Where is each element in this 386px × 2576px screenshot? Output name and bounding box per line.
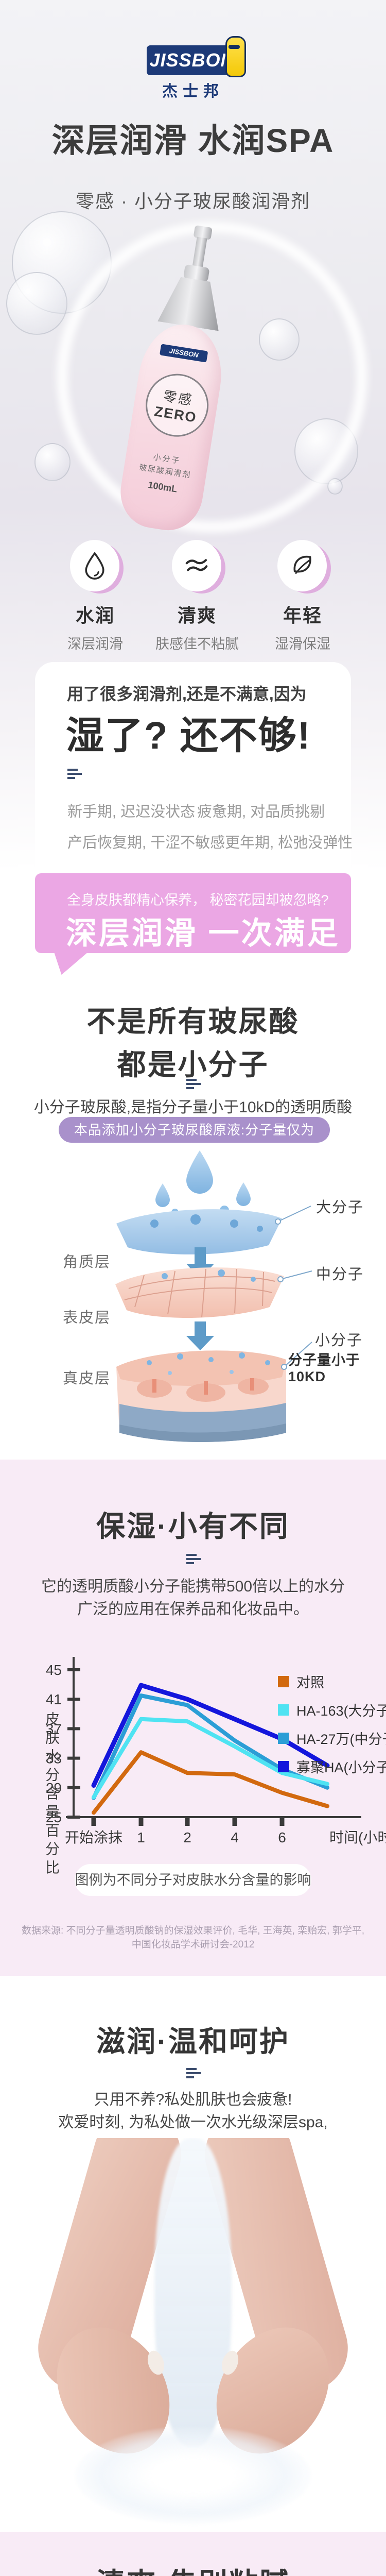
svg-text:4: 4: [231, 1829, 239, 1845]
water-bubble: [327, 478, 343, 495]
svg-text:29: 29: [46, 1780, 62, 1796]
svg-text:6: 6: [278, 1829, 286, 1845]
feature-circle: [70, 540, 119, 591]
legend-item: HA-163(大分子): [278, 1696, 386, 1724]
feature-desc: 深层润滑: [67, 636, 123, 652]
banner-small-text: 全身皮肤都精心保养， 秘密花园却被忽略?: [67, 892, 329, 908]
hero-title: 深层润滑 水润SPA: [51, 122, 335, 159]
triple-bar-icon: [186, 1554, 202, 1566]
hands-water-image: [0, 2138, 386, 2532]
moisture-line1: 它的透明质酸小分子能携带500倍以上的水分: [41, 1578, 345, 1595]
svg-text:开始涂抹: 开始涂抹: [65, 1829, 122, 1845]
legend-item: 寡聚HA(小分子): [278, 1752, 386, 1781]
feature-fresh: 清爽 肤感佳不粘腻: [146, 540, 249, 653]
scenario-item: 更年期, 松弛没弹性: [225, 835, 353, 851]
brand-logo: JISSBON: [147, 45, 237, 75]
molecule-size-label: 大分子: [316, 1199, 364, 1216]
scenario-item: 新手期, 迟迟没状态: [67, 804, 196, 820]
pain-card: [35, 662, 351, 871]
bottle-nozzle-stem: [192, 236, 207, 268]
pain-headline: 湿了? 还不够!: [66, 714, 311, 757]
condom-mascot-icon: [225, 36, 246, 77]
moisture-line2: 广泛的应用在保养品和化妆品中。: [77, 1601, 309, 1618]
water-drop-icon: [85, 552, 104, 580]
banner-big-text: 深层润滑 一次满足: [66, 916, 340, 951]
bottle-cap-collar: [157, 275, 226, 331]
legend-swatch: [278, 1760, 289, 1772]
waves-icon: [185, 559, 208, 571]
fresh-section-bg: [0, 2532, 386, 2576]
hero-subtitle: 零感 · 小分子玻尿酸润滑剂: [76, 191, 310, 212]
triple-bar-icon: [186, 1079, 202, 1091]
skin-layer-label: 角质层: [63, 1254, 111, 1270]
bottle-zero-ring: 零感 ZERO: [141, 369, 213, 442]
legend-label: HA-27万(中分子): [296, 1732, 386, 1747]
triple-bar-icon: [67, 769, 83, 781]
scenario-item: 疲惫期, 对品质挑剔: [197, 804, 325, 820]
brand-name-cn: 杰士邦: [162, 83, 224, 100]
feature-title: 清爽: [177, 605, 217, 626]
feature-moist: 水润 深层润滑: [44, 540, 147, 653]
legend-label: HA-163(大分子): [296, 1703, 386, 1719]
nourish-line2: 欢爱时刻, 为私处做一次水光级深层spa,: [58, 2114, 328, 2131]
bottle-brand-label: JISSBON: [159, 344, 208, 363]
moisture-heading: 保湿·小有不同: [96, 1510, 290, 1543]
svg-text:1: 1: [137, 1829, 145, 1845]
molecule-desc: 小分子玻尿酸,是指分子量小于10kD的透明质酸: [33, 1099, 353, 1116]
water-bubble: [6, 272, 67, 335]
nourish-heading: 滋润·温和呵护: [96, 2025, 290, 2058]
svg-text:时间(小时): 时间(小时): [329, 1829, 386, 1845]
molecule-size-label: 小分子: [315, 1332, 363, 1349]
svg-text:25: 25: [46, 1809, 62, 1825]
scenario-row: 新手期, 迟迟没状态 疲惫期, 对品质挑剔: [67, 800, 356, 821]
molecule-pill: 本品添加小分子玻尿酸原液:分子量仅为8000D: [59, 1117, 330, 1163]
svg-text:2: 2: [183, 1829, 191, 1845]
leaf-icon: [293, 555, 311, 574]
feature-circle: [172, 540, 221, 591]
svg-text:33: 33: [46, 1751, 62, 1767]
pain-intro: 用了很多润滑剂,还是不满意,因为: [67, 685, 307, 703]
feature-title: 水润: [75, 605, 115, 626]
molecule-heading-1: 不是所有玻尿酸: [86, 1005, 300, 1038]
scenario-row: 产后恢复期, 干涩不敏感 更年期, 松弛没弹性: [67, 831, 356, 852]
legend-item: HA-27万(中分子): [278, 1724, 386, 1752]
brand-logo-text: JISSBON: [149, 49, 235, 71]
legend-item: 对照: [278, 1667, 386, 1696]
svg-text:41: 41: [46, 1691, 62, 1707]
molecule-size-label: 中分子: [316, 1266, 364, 1283]
molecule-heading-2: 都是小分子: [117, 1048, 269, 1081]
svg-text:37: 37: [46, 1721, 62, 1737]
skin-diagram: [115, 1150, 312, 1442]
chart-caption: 图例为不同分子对皮肤水分含量的影响: [75, 1864, 311, 1896]
chart-y-axis-label: 皮肤水分含量百分比: [44, 1711, 60, 1878]
legend-swatch: [278, 1732, 289, 1744]
legend-label: 对照: [296, 1675, 324, 1690]
nourish-line1: 只用不养?私处肌肤也会疲惫!: [94, 2091, 292, 2108]
triple-bar-icon: [186, 2068, 202, 2080]
legend-swatch: [278, 1704, 289, 1716]
feature-desc: 湿滑保湿: [275, 636, 330, 652]
svg-text:45: 45: [46, 1662, 62, 1678]
chart-source: 数据来源: 不同分子量透明质酸钠的保湿效果评价, 毛华, 王海英, 栾贻宏, 郭…: [21, 1925, 365, 1950]
skin-layer-label: 真皮层: [63, 1370, 111, 1387]
fresh-heading: 清爽·告别粘腻: [0, 2561, 386, 2576]
promo-banner: 全身皮肤都精心保养， 秘密花园却被忽略? 深层润滑 一次满足: [35, 873, 351, 953]
chart-legend: 对照 HA-163(大分子) HA-27万(中分子) 寡聚HA(小分子): [278, 1667, 386, 1781]
feature-desc: 肤感佳不粘腻: [155, 636, 239, 652]
molecule-note: 分子量小于10KD: [288, 1352, 360, 1384]
feature-young: 年轻 湿滑保湿: [251, 540, 354, 653]
legend-label: 寡聚HA(小分子): [296, 1760, 386, 1775]
water-bubble: [34, 443, 71, 481]
skin-layer-label: 表皮层: [63, 1310, 111, 1326]
feature-title: 年轻: [283, 605, 322, 626]
scenario-item: 产后恢复期, 干涩不敏感: [67, 835, 225, 851]
water-splash: [75, 2427, 311, 2524]
legend-swatch: [278, 1675, 289, 1687]
